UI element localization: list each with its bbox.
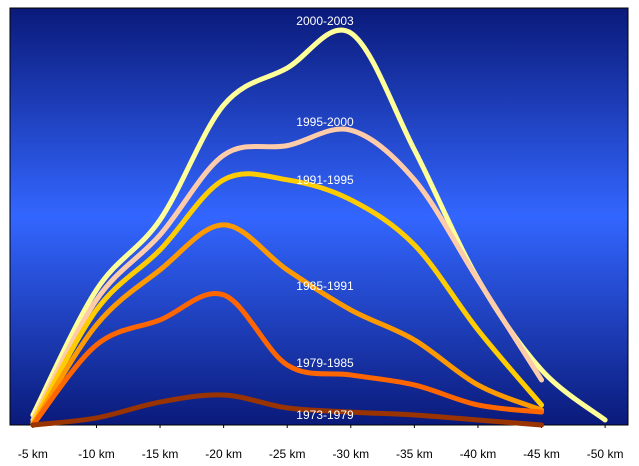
x-tick-label: -30 km [332, 447, 369, 461]
series-line [30, 291, 545, 428]
series-line [30, 171, 545, 426]
series-label: 1979-1985 [296, 356, 354, 370]
series-line [30, 126, 545, 423]
series-label: 1995-2000 [296, 115, 354, 129]
x-tick-label: -45 km [523, 447, 560, 461]
series-label: 1991-1995 [296, 173, 354, 187]
series-label: 2000-2003 [296, 14, 354, 28]
x-tick-label: -5 km [18, 447, 48, 461]
series-line [30, 222, 545, 428]
x-tick-label: -15 km [142, 447, 179, 461]
series-label: 1973-1979 [296, 408, 354, 422]
series-label: 1985-1991 [296, 279, 354, 293]
x-tick-label: -10 km [78, 447, 115, 461]
x-tick-label: -35 km [396, 447, 433, 461]
series-line [30, 392, 545, 428]
x-tick-label: -40 km [460, 447, 497, 461]
x-tick-label: -25 km [269, 447, 306, 461]
x-tick-label: -50 km [587, 447, 624, 461]
x-tick-label: -20 km [205, 447, 242, 461]
